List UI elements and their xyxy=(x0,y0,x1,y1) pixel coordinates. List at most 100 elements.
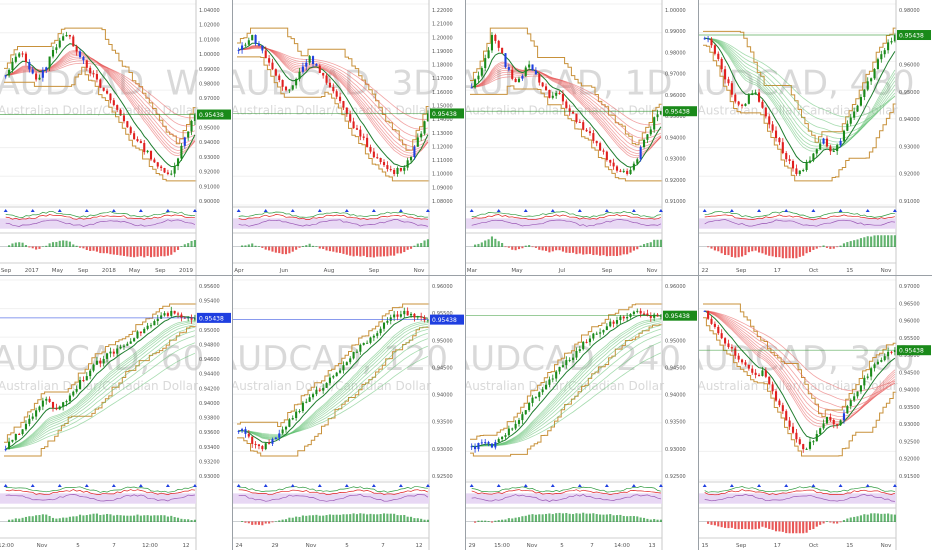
candle xyxy=(754,89,757,95)
histogram-bar xyxy=(541,246,544,251)
candle xyxy=(771,381,774,395)
candle xyxy=(599,328,602,338)
histogram-bar xyxy=(568,513,571,522)
candle xyxy=(592,332,595,341)
chart-panel-1d[interactable]: AUDCAD, 1D Australian Dollar/Canadian Dol… xyxy=(466,0,698,275)
candle xyxy=(751,90,754,96)
candle xyxy=(149,150,153,162)
histogram-bar xyxy=(541,514,544,522)
watermark-name: Australian Dollar/Canadian Dollar xyxy=(233,103,431,117)
oscillator-line xyxy=(704,214,895,221)
time-tick-label: 15 xyxy=(846,543,853,549)
candle-body xyxy=(846,123,849,131)
histogram-bar xyxy=(605,514,608,522)
candle xyxy=(846,404,849,414)
histogram-bar xyxy=(751,246,754,252)
chart-panel-240[interactable]: AUDCAD, 240 Australian Dollar/Canadian Do… xyxy=(466,276,698,550)
candle xyxy=(768,113,771,129)
candle-body xyxy=(592,333,595,339)
candle xyxy=(237,47,240,54)
candle xyxy=(757,88,761,103)
oscillator-line xyxy=(238,211,428,218)
histogram-bar xyxy=(842,243,846,247)
oscillator-line xyxy=(5,219,196,227)
candle xyxy=(102,355,105,367)
signal-marker xyxy=(111,484,116,487)
candle xyxy=(244,426,247,438)
candle xyxy=(642,311,646,315)
histogram-bar xyxy=(477,243,480,247)
time-tick-label: Nov xyxy=(306,543,317,549)
candle xyxy=(315,63,318,66)
candle xyxy=(588,127,592,136)
candle xyxy=(764,367,767,379)
candle-body xyxy=(619,316,622,321)
ma-ribbon-line xyxy=(238,323,428,440)
histogram-bar xyxy=(480,242,483,247)
candle-body xyxy=(247,433,250,437)
candle-body xyxy=(883,356,886,361)
candle-body xyxy=(396,314,399,317)
fast-ma-line xyxy=(704,37,896,163)
candle-body xyxy=(271,439,274,444)
candle-body xyxy=(815,434,818,442)
chart-panel-w[interactable]: AUDCAD, W Australian Dollar/Canadian Doll… xyxy=(0,0,232,275)
candle xyxy=(328,78,331,89)
histogram-bar xyxy=(734,246,737,258)
price-tick-label: 0.93500 xyxy=(665,420,686,426)
histogram-bar xyxy=(602,514,605,522)
histogram-bar xyxy=(720,521,723,528)
histogram-bar xyxy=(795,521,798,534)
watermark-name: Australian Dollar/Canadian Dollar xyxy=(0,379,198,393)
chart-panel-480[interactable]: AUDCAD, 480 Australian Dollar/Canadian Do… xyxy=(699,0,932,275)
chart-panel-360[interactable]: AUDCAD, 360 Australian Dollar/Canadian Do… xyxy=(699,276,932,550)
candle-body xyxy=(136,331,139,339)
price-tick-label: 1.09000 xyxy=(432,185,453,191)
signal-marker xyxy=(469,484,474,487)
histogram-bar xyxy=(555,513,558,522)
candle xyxy=(781,402,784,415)
candle-body xyxy=(291,418,294,420)
candle-body xyxy=(237,430,240,432)
candle-body xyxy=(849,117,852,124)
candle-body xyxy=(751,93,754,95)
candle xyxy=(295,408,298,421)
candle xyxy=(325,382,328,388)
candle-body xyxy=(298,71,301,79)
histogram-bar xyxy=(379,246,382,257)
ma-ribbon-line xyxy=(704,37,896,146)
candle xyxy=(819,427,822,436)
candle xyxy=(24,420,28,431)
histogram-bar xyxy=(490,521,494,523)
candle xyxy=(548,376,551,388)
histogram-bar xyxy=(734,521,737,529)
candle xyxy=(815,430,818,442)
histogram-bar xyxy=(588,246,592,254)
candle xyxy=(555,370,558,382)
candle xyxy=(254,441,257,449)
histogram-bar xyxy=(764,521,767,528)
candle xyxy=(724,337,727,346)
candle xyxy=(659,110,662,116)
candle-body xyxy=(160,315,163,319)
histogram-bar xyxy=(339,514,342,522)
candle xyxy=(653,312,656,322)
histogram-bar xyxy=(578,246,581,254)
candle-body xyxy=(893,350,896,353)
candle xyxy=(55,44,58,54)
candle-body xyxy=(626,317,629,319)
chart-panel-120[interactable]: AUDCAD, 120 Australian Dollar/Canadian Do… xyxy=(233,276,465,550)
chart-panel-60[interactable]: AUDCAD, 60 Australian Dollar/Canadian Dol… xyxy=(0,276,232,550)
signal-marker xyxy=(57,209,62,212)
candle-body xyxy=(642,139,646,148)
candle-body xyxy=(795,432,798,440)
candle-body xyxy=(264,50,267,59)
candle xyxy=(362,342,365,346)
histogram-bar xyxy=(28,516,31,522)
histogram-bar xyxy=(116,246,119,255)
candle xyxy=(632,161,635,172)
signal-marker xyxy=(729,209,734,212)
chart-panel-3d[interactable]: AUDCAD, 3D Australian Dollar/Canadian Dol… xyxy=(233,0,465,275)
histogram-bar xyxy=(504,519,507,522)
